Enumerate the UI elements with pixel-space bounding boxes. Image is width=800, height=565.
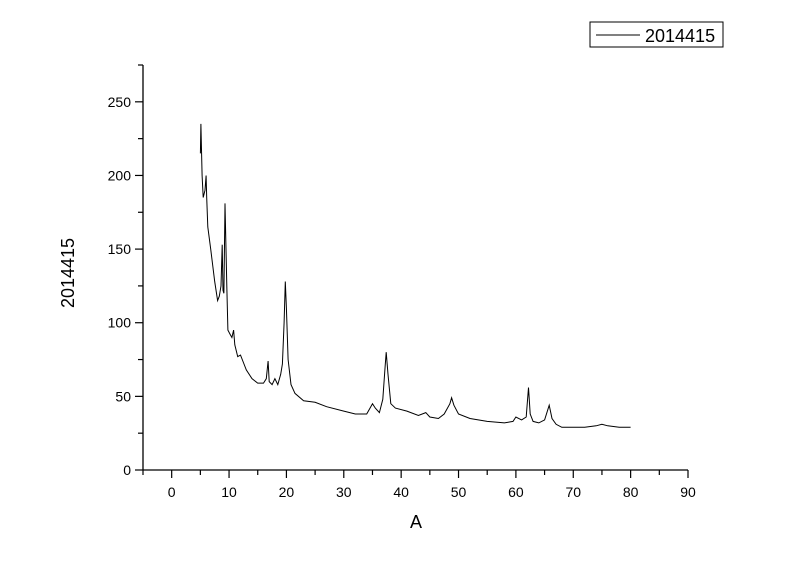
y-axis-label: 2014415	[58, 238, 78, 308]
x-tick-label: 30	[336, 484, 352, 500]
x-axis-label: A	[410, 512, 422, 532]
y-tick-label: 100	[108, 315, 132, 331]
y-tick-label: 50	[115, 388, 131, 404]
x-tick-label: 10	[221, 484, 237, 500]
y-tick-label: 150	[108, 241, 132, 257]
x-tick-label: 70	[565, 484, 581, 500]
y-tick-label: 200	[108, 167, 132, 183]
legend-label: 2014415	[645, 26, 715, 46]
y-tick-label: 250	[108, 94, 132, 110]
x-tick-label: 50	[451, 484, 467, 500]
series-line-2014415	[199, 123, 631, 428]
x-tick-label: 40	[393, 484, 409, 500]
y-tick-label: 0	[123, 462, 131, 478]
x-tick-label: 60	[508, 484, 524, 500]
x-tick-label: 0	[168, 484, 176, 500]
legend: 2014415	[589, 21, 724, 48]
axes: 0 10 20 30 40 50 60 70 80 90 0 50 100 150 200 250	[108, 64, 696, 500]
x-tick-label: 80	[623, 484, 639, 500]
x-tick-label: 90	[680, 484, 696, 500]
x-tick-label: 20	[279, 484, 295, 500]
